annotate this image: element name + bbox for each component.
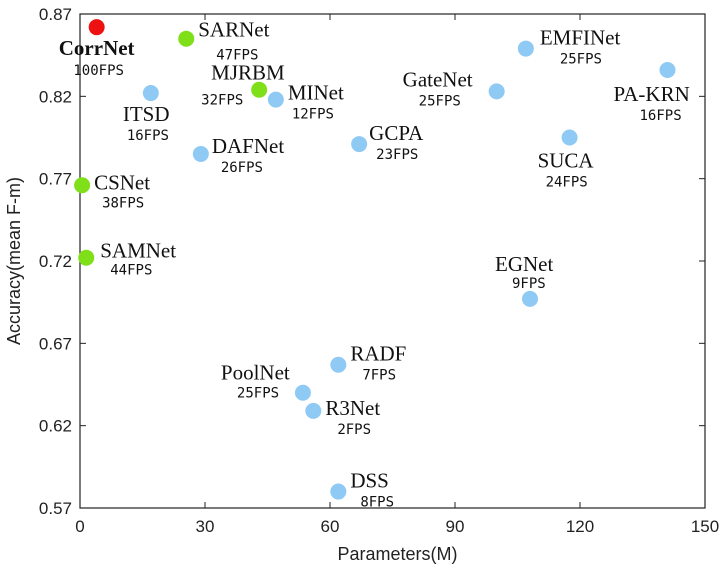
point-dafnet — [192, 145, 209, 162]
fps-sarnet: 47FPS — [216, 48, 258, 64]
label-dafnet: DAFNet — [212, 134, 284, 158]
label-gcpa: GCPA — [369, 121, 424, 145]
y-tick-label: 0.67 — [39, 334, 72, 353]
fps-minet: 12FPS — [292, 107, 334, 123]
x-tick-label: 150 — [691, 517, 719, 536]
label-minet: MINet — [288, 81, 344, 105]
fps-egnet: 9FPS — [512, 276, 546, 292]
fps-gcpa: 23FPS — [376, 147, 418, 163]
fps-pa-krn: 16FPS — [640, 108, 682, 124]
y-tick-label: 0.82 — [39, 87, 72, 106]
point-suca — [561, 129, 578, 146]
fps-gatenet: 25FPS — [419, 93, 461, 109]
label-corrnet: CorrNet — [59, 36, 135, 60]
label-poolnet: PoolNet — [221, 361, 290, 385]
fps-corrnet: 100FPS — [73, 63, 124, 79]
label-sarnet: SARNet — [198, 18, 269, 42]
x-tick-label: 90 — [446, 517, 465, 536]
fps-dss: 8FPS — [360, 495, 394, 511]
label-samnet: SAMNet — [100, 239, 176, 263]
y-tick-label: 0.77 — [39, 170, 72, 189]
point-dss — [330, 483, 347, 500]
fps-r3net: 2FPS — [337, 422, 371, 438]
label-egnet: EGNet — [495, 252, 553, 276]
fps-mjrbm: 32FPS — [201, 93, 243, 109]
fps-csnet: 38FPS — [102, 195, 144, 211]
label-r3net: R3Net — [325, 396, 380, 420]
label-pa-krn: PA-KRN — [614, 82, 690, 106]
plot-area: 0 30 60 90 120 150 0.57 0.62 0.67 0.72 0.77 0.82 0.8… — [4, 5, 719, 564]
point-pa-krn — [659, 61, 676, 78]
fps-samnet: 44FPS — [110, 263, 152, 279]
point-corrnet — [88, 19, 105, 36]
label-radf: RADF — [350, 342, 406, 366]
label-emfinet: EMFINet — [540, 26, 621, 50]
fps-suca: 24FPS — [546, 175, 588, 191]
point-gatenet — [488, 83, 505, 100]
label-suca: SUCA — [538, 149, 595, 173]
point-poolnet — [294, 384, 311, 401]
x-tick-label: 30 — [196, 517, 215, 536]
label-itsd: ITSD — [123, 102, 170, 126]
label-csnet: CSNet — [94, 170, 150, 194]
point-egnet — [522, 290, 538, 307]
fps-poolnet: 25FPS — [237, 386, 279, 402]
point-samnet — [78, 249, 95, 266]
point-itsd — [142, 85, 159, 102]
point-csnet — [74, 177, 91, 194]
y-tick-label: 0.62 — [39, 417, 72, 436]
point-minet — [267, 91, 284, 108]
y-tick-label: 0.57 — [39, 499, 72, 518]
y-tick-label: 0.87 — [39, 5, 72, 24]
label-dss: DSS — [350, 469, 389, 493]
label-mjrbm: MJRBM — [211, 61, 285, 85]
point-emfinet — [517, 40, 534, 57]
x-axis-title: Parameters(M) — [337, 544, 457, 564]
label-gatenet: GateNet — [403, 67, 473, 91]
x-tick-label: 120 — [566, 517, 594, 536]
y-axis-title: Accuracy(mean F-m) — [4, 177, 24, 345]
fps-itsd: 16FPS — [127, 128, 169, 144]
y-tick-label: 0.72 — [39, 252, 72, 271]
fps-dafnet: 26FPS — [221, 160, 263, 176]
point-mjrbm — [251, 81, 268, 98]
point-radf — [330, 356, 347, 373]
fps-emfinet: 25FPS — [560, 52, 602, 68]
x-tick-label: 60 — [321, 517, 340, 536]
point-r3net — [305, 402, 322, 419]
point-sarnet — [178, 30, 195, 47]
point-gcpa — [351, 136, 368, 153]
x-tick-label: 0 — [75, 517, 84, 536]
fps-radf: 7FPS — [362, 368, 396, 384]
